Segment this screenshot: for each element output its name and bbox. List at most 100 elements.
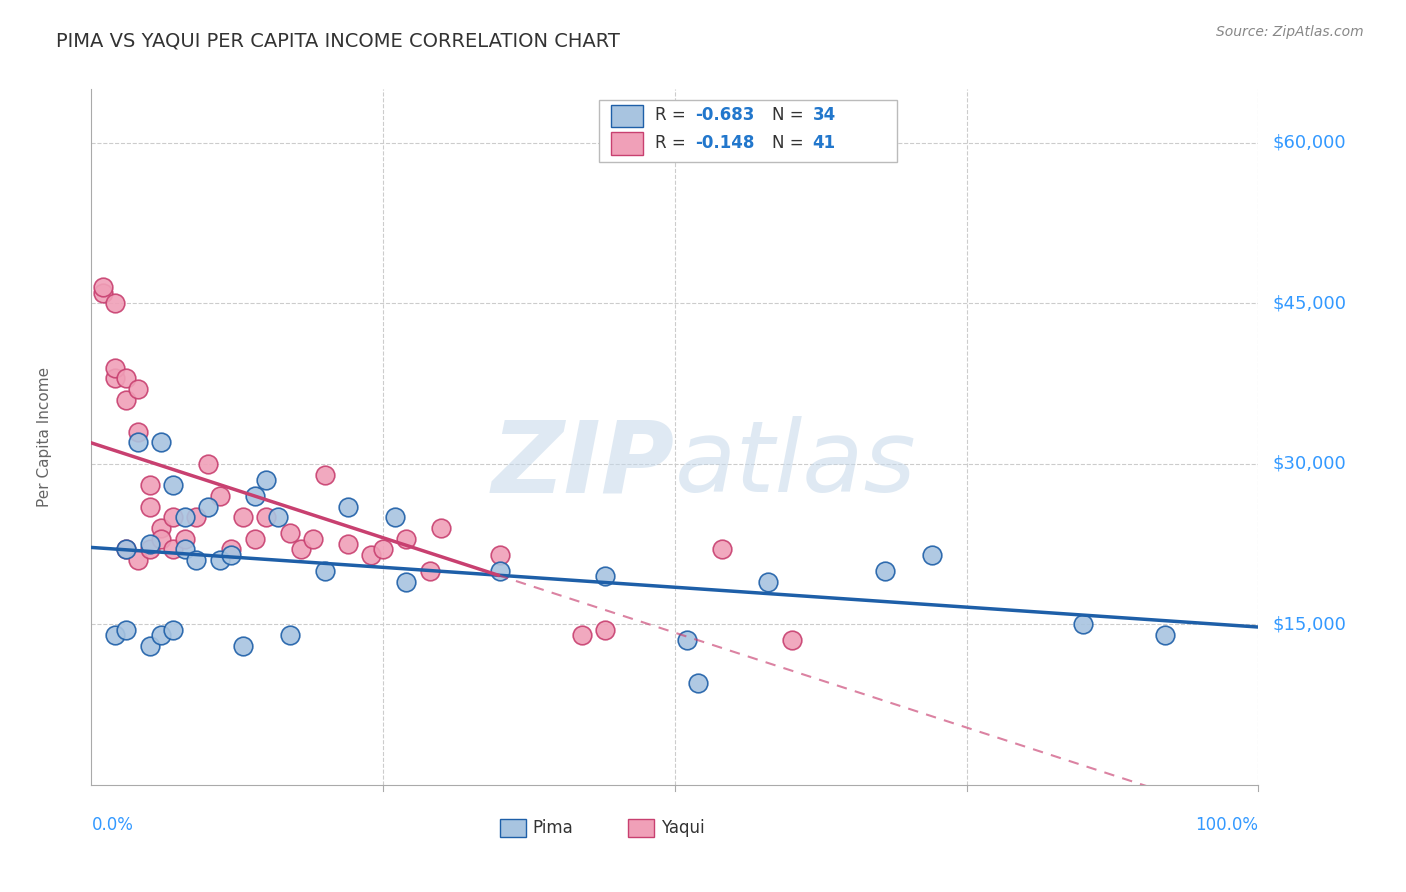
Point	[127, 382, 149, 396]
Text: $30,000: $30,000	[1272, 455, 1346, 473]
Text: -0.683: -0.683	[695, 106, 754, 124]
Point	[173, 510, 195, 524]
Bar	[610, 104, 644, 128]
Point	[115, 392, 138, 407]
Point	[571, 628, 593, 642]
Point	[115, 542, 138, 557]
Point	[780, 633, 803, 648]
Text: R =: R =	[655, 134, 690, 152]
Text: Yaqui: Yaqui	[661, 819, 704, 837]
Point	[162, 542, 184, 557]
Point	[256, 510, 278, 524]
Point	[104, 360, 127, 375]
Point	[150, 628, 173, 642]
Point	[675, 633, 697, 648]
Point	[688, 676, 710, 690]
Point	[173, 542, 195, 557]
Point	[302, 532, 325, 546]
Point	[104, 296, 127, 310]
Point	[138, 478, 162, 492]
Point	[221, 548, 243, 562]
Point	[173, 532, 195, 546]
Text: Pima: Pima	[533, 819, 574, 837]
Point	[115, 371, 138, 385]
Point	[150, 532, 173, 546]
Point	[138, 537, 162, 551]
Point	[256, 473, 278, 487]
Text: N =: N =	[772, 134, 808, 152]
Point	[162, 623, 184, 637]
Point	[430, 521, 453, 535]
Point	[278, 526, 301, 541]
Point	[162, 510, 184, 524]
Point	[127, 553, 149, 567]
Point	[150, 435, 173, 450]
Point	[208, 553, 231, 567]
Text: R =: R =	[655, 106, 690, 124]
Point	[384, 510, 406, 524]
Text: Per Capita Income: Per Capita Income	[37, 367, 52, 508]
Text: 0.0%: 0.0%	[91, 816, 134, 834]
Point	[419, 564, 441, 578]
Bar	[628, 819, 654, 837]
Point	[186, 553, 208, 567]
Text: PIMA VS YAQUI PER CAPITA INCOME CORRELATION CHART: PIMA VS YAQUI PER CAPITA INCOME CORRELAT…	[56, 31, 620, 50]
Point	[91, 280, 114, 294]
Point	[1073, 617, 1095, 632]
Point	[360, 548, 382, 562]
Point	[314, 467, 336, 482]
Point	[104, 371, 127, 385]
Point	[278, 628, 301, 642]
Point	[162, 478, 184, 492]
Point	[138, 542, 162, 557]
Text: 34: 34	[813, 106, 835, 124]
Point	[186, 510, 208, 524]
Point	[208, 489, 231, 503]
Point	[314, 564, 336, 578]
Point	[337, 500, 360, 514]
Point	[232, 639, 254, 653]
Text: $15,000: $15,000	[1272, 615, 1347, 633]
Text: $45,000: $45,000	[1272, 294, 1347, 312]
Point	[756, 574, 779, 589]
Point	[91, 285, 114, 300]
Point	[127, 425, 149, 439]
Point	[489, 548, 512, 562]
Text: 41: 41	[813, 134, 835, 152]
Point	[395, 532, 418, 546]
Point	[197, 500, 219, 514]
Point	[138, 639, 162, 653]
Text: Source: ZipAtlas.com: Source: ZipAtlas.com	[1216, 25, 1364, 39]
Point	[593, 623, 616, 637]
Point	[221, 542, 243, 557]
Text: ZIP: ZIP	[492, 417, 675, 514]
Point	[127, 435, 149, 450]
Point	[197, 457, 219, 471]
Point	[267, 510, 290, 524]
Text: $60,000: $60,000	[1272, 134, 1346, 152]
Point	[290, 542, 312, 557]
Text: N =: N =	[772, 106, 808, 124]
Point	[395, 574, 418, 589]
Point	[873, 564, 896, 578]
Point	[1154, 628, 1177, 642]
Point	[243, 489, 266, 503]
Text: atlas: atlas	[675, 417, 917, 514]
Point	[337, 537, 360, 551]
Point	[243, 532, 266, 546]
Bar	[610, 132, 644, 155]
Point	[710, 542, 733, 557]
Point	[921, 548, 943, 562]
Point	[115, 542, 138, 557]
Point	[138, 500, 162, 514]
Point	[371, 542, 394, 557]
Point	[489, 564, 512, 578]
Point	[104, 628, 127, 642]
Text: -0.148: -0.148	[695, 134, 754, 152]
Point	[150, 521, 173, 535]
FancyBboxPatch shape	[599, 100, 897, 162]
Point	[593, 569, 616, 583]
Point	[115, 623, 138, 637]
Bar	[501, 819, 526, 837]
Point	[232, 510, 254, 524]
